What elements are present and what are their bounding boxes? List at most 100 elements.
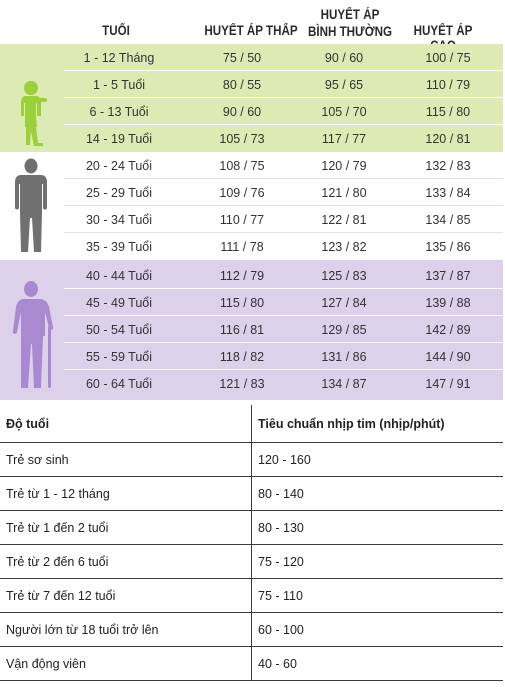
hr-rate-cell: 40 - 60 (251, 646, 503, 681)
bp-high: 110 / 79 (425, 78, 471, 92)
group-children: 1 - 12 Tháng 75 / 50 90 / 60 100 / 75 1 … (0, 44, 503, 152)
blood-pressure-chart: TUỔI HUYẾT ÁP THẤP HUYẾT ÁP BÌNH THƯỜNG … (0, 6, 503, 400)
bp-normal: 125 / 83 (321, 269, 367, 283)
bp-high: 120 / 81 (425, 132, 471, 146)
bp-normal: 129 / 85 (321, 323, 367, 337)
bp-normal: 134 / 87 (321, 377, 367, 391)
bp-age: 1 - 5 Tuổi (92, 78, 146, 92)
bp-row: 1 - 5 Tuổi 80 / 55 95 / 65 110 / 79 (0, 71, 503, 98)
bp-age: 35 - 39 Tuổi (85, 240, 152, 254)
hr-age-cell: Trẻ từ 1 - 12 tháng (0, 476, 252, 511)
bp-normal: 120 / 79 (321, 159, 367, 173)
heart-rate-table: Độ tuổi Tiêu chuẩn nhịp tim (nhịp/phút) … (0, 405, 505, 687)
hr-header-row: Độ tuổi Tiêu chuẩn nhịp tim (nhịp/phút) (0, 405, 503, 443)
bp-age: 14 - 19 Tuổi (85, 132, 152, 146)
bp-high: 144 / 90 (425, 350, 471, 364)
hr-age-cell: Trẻ từ 7 đến 12 tuổi (0, 578, 252, 613)
hr-age-cell: Trẻ từ 2 đến 6 tuổi (0, 544, 252, 579)
bp-low: 110 / 77 (219, 213, 265, 227)
bp-row: 40 - 44 Tuổi 112 / 79 125 / 83 137 / 87 (0, 262, 503, 289)
hr-rate-cell: 80 - 140 (251, 476, 503, 511)
table-row: Trẻ sơ sinh 120 - 160 (0, 442, 503, 477)
bp-row: 50 - 54 Tuổi 116 / 81 129 / 85 142 / 89 (0, 316, 503, 343)
bp-high: 133 / 84 (425, 186, 471, 200)
adult-figure-icon (15, 158, 47, 252)
bp-normal: 117 / 77 (321, 132, 367, 146)
hr-header-rate: Tiêu chuẩn nhịp tim (nhịp/phút) (251, 405, 503, 443)
hr-table: Độ tuổi Tiêu chuẩn nhịp tim (nhịp/phút) … (0, 405, 503, 681)
hr-rate-cell: 75 - 110 (251, 578, 503, 613)
header-low-bp: HUYẾT ÁP THẤP (204, 23, 298, 38)
header-normal-bp: HUYẾT ÁP BÌNH THƯỜNG (303, 6, 398, 40)
bp-age: 1 - 12 Tháng (83, 51, 155, 65)
bp-row: 60 - 64 Tuổi 121 / 83 134 / 87 147 / 91 (0, 370, 503, 397)
bp-row: 55 - 59 Tuổi 118 / 82 131 / 86 144 / 90 (0, 343, 503, 370)
bp-high: 137 / 87 (425, 269, 471, 283)
table-row: Vận động viên 40 - 60 (0, 646, 503, 681)
hr-age-cell: Trẻ từ 1 đến 2 tuổi (0, 510, 252, 545)
bp-age: 55 - 59 Tuổi (85, 350, 152, 364)
bp-age: 50 - 54 Tuổi (85, 323, 152, 337)
bp-age: 6 - 13 Tuổi (89, 105, 149, 119)
bp-low: 111 / 78 (220, 240, 264, 254)
bp-low: 75 / 50 (222, 51, 262, 65)
bp-row: 45 - 49 Tuổi 115 / 80 127 / 84 139 / 88 (0, 289, 503, 316)
bp-high: 132 / 83 (425, 159, 471, 173)
bp-row: 25 - 29 Tuổi 109 / 76 121 / 80 133 / 84 (0, 179, 503, 206)
hr-rate-cell: 75 - 120 (251, 544, 503, 579)
bp-high: 134 / 85 (425, 213, 471, 227)
bp-normal: 123 / 82 (321, 240, 367, 254)
bp-low: 80 / 55 (222, 78, 262, 92)
hr-rate-cell: 60 - 100 (251, 612, 503, 647)
bp-high: 147 / 91 (425, 377, 471, 391)
bp-normal: 131 / 86 (321, 350, 367, 364)
elderly-figure-icon (12, 281, 54, 388)
bp-low: 109 / 76 (219, 186, 265, 200)
bp-normal: 90 / 60 (324, 51, 364, 65)
bp-low: 105 / 73 (219, 132, 265, 146)
bp-high: 142 / 89 (425, 323, 471, 337)
table-row: Trẻ từ 1 đến 2 tuổi 80 - 130 (0, 510, 503, 545)
bp-age: 40 - 44 Tuổi (85, 269, 152, 283)
hr-rate-cell: 120 - 160 (251, 442, 503, 477)
bp-row: 20 - 24 Tuổi 108 / 75 120 / 79 132 / 83 (0, 152, 503, 179)
bp-high: 139 / 88 (425, 296, 471, 310)
bp-low: 115 / 80 (219, 296, 265, 310)
table-row: Trẻ từ 1 - 12 tháng 80 - 140 (0, 476, 503, 511)
header-normal-line1: HUYẾT ÁP (320, 7, 380, 22)
table-row: Người lớn từ 18 tuổi trở lên 60 - 100 (0, 612, 503, 647)
table-row: Trẻ từ 7 đến 12 tuổi 75 - 110 (0, 578, 503, 613)
hr-age-cell: Vận động viên (0, 646, 252, 681)
header-age: TUỔI (102, 23, 130, 38)
bp-age: 25 - 29 Tuổi (85, 186, 152, 200)
child-figure-icon (21, 81, 47, 146)
bp-normal: 122 / 81 (321, 213, 367, 227)
bp-low: 118 / 82 (219, 350, 265, 364)
bp-low: 112 / 79 (219, 269, 265, 283)
group-adults: 20 - 24 Tuổi 108 / 75 120 / 79 132 / 83 … (0, 152, 503, 260)
bp-age: 60 - 64 Tuổi (85, 377, 152, 391)
bp-normal: 127 / 84 (321, 296, 367, 310)
bp-row: 35 - 39 Tuổi 111 / 78 123 / 82 135 / 86 (0, 233, 503, 260)
bp-low: 121 / 83 (219, 377, 265, 391)
bp-low: 108 / 75 (219, 159, 265, 173)
bp-age: 20 - 24 Tuổi (85, 159, 152, 173)
bp-normal: 95 / 65 (324, 78, 364, 92)
bp-low: 116 / 81 (219, 323, 265, 337)
group-seniors: 40 - 44 Tuổi 112 / 79 125 / 83 137 / 87 … (0, 260, 503, 400)
bp-low: 90 / 60 (222, 105, 262, 119)
bp-high: 115 / 80 (425, 105, 471, 119)
bp-age: 30 - 34 Tuổi (85, 213, 152, 227)
bp-row: 1 - 12 Tháng 75 / 50 90 / 60 100 / 75 (0, 44, 503, 71)
bp-high: 100 / 75 (425, 51, 471, 65)
bp-row: 6 - 13 Tuổi 90 / 60 105 / 70 115 / 80 (0, 98, 503, 125)
hr-age-cell: Trẻ sơ sinh (0, 442, 252, 477)
hr-age-cell: Người lớn từ 18 tuổi trở lên (0, 612, 252, 647)
table-row: Trẻ từ 2 đến 6 tuổi 75 - 120 (0, 544, 503, 579)
bp-normal: 121 / 80 (321, 186, 367, 200)
bp-row: 14 - 19 Tuổi 105 / 73 117 / 77 120 / 81 (0, 125, 503, 152)
bp-row: 30 - 34 Tuổi 110 / 77 122 / 81 134 / 85 (0, 206, 503, 233)
header-normal-line2: BÌNH THƯỜNG (307, 24, 393, 39)
hr-header-age: Độ tuổi (0, 405, 252, 443)
bp-normal: 105 / 70 (321, 105, 367, 119)
